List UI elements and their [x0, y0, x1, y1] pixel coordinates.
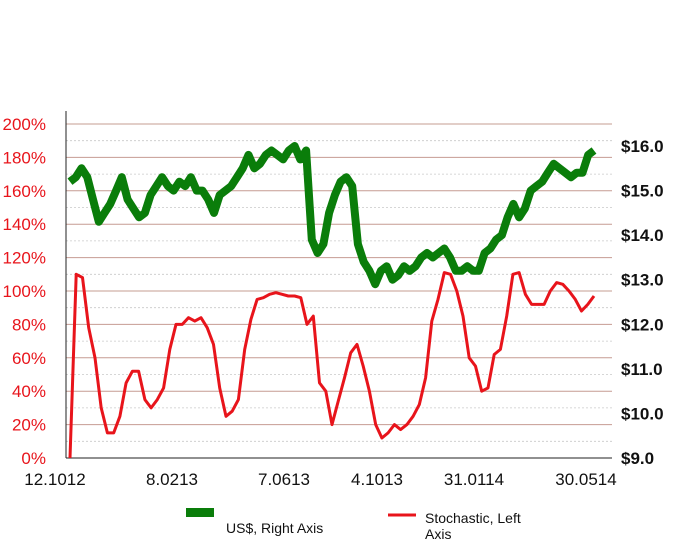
left-axis-tick-label: 0% [21, 449, 46, 468]
legend-label-usd: US$, Right Axis [226, 520, 323, 536]
legend-swatch-usd [186, 508, 214, 517]
left-axis-ticks: 0% 20% 40% 60% 80% 100% 120% 140% 160% 180% 200% [3, 115, 46, 468]
legend: US$, Right Axis Stochastic, Left Axis [186, 508, 525, 542]
series-layer [67, 142, 597, 459]
left-axis-tick-label: 80% [12, 315, 46, 334]
left-axis-tick-label: 100% [3, 282, 46, 301]
left-axis-tick-label: 180% [3, 148, 46, 167]
left-axis-tick-label: 200% [3, 115, 46, 134]
right-axis-tick-label: $11.0 [621, 360, 663, 379]
right-axis-tick-label: $12.0 [621, 315, 664, 334]
legend-label-stochastic-line1: Stochastic, Left [425, 510, 521, 526]
left-axis-tick-label: 140% [3, 215, 46, 234]
legend-label-stochastic: Stochastic, Left Axis [425, 510, 525, 542]
left-axis-tick-label: 40% [12, 382, 46, 401]
series-line-stochastic [68, 271, 596, 459]
x-axis-ticks: 12.1012 8.0213 7.0613 4.1013 31.0114 30.0514 [24, 470, 616, 489]
right-axis-tick-label: $9.0 [621, 449, 654, 468]
x-axis-tick-label: 31.0114 [444, 470, 504, 489]
left-axis-tick-label: 20% [12, 416, 46, 435]
right-axis-tick-label: $16.0 [621, 137, 664, 156]
x-axis-tick-label: 4.1013 [351, 470, 403, 489]
x-axis-tick-label: 7.0613 [258, 470, 310, 489]
x-axis-tick-label: 30.0514 [555, 470, 616, 489]
left-axis-tick-label: 120% [3, 249, 46, 268]
series-line-usd [67, 142, 597, 289]
right-axis-ticks: $9.0 $10.0 $11.0 $12.0 $13.0 $14.0 $15.0 $16.0 [621, 137, 664, 468]
right-axis-tick-label: $10.0 [621, 404, 664, 423]
grid [66, 123, 612, 459]
x-axis-tick-label: 12.1012 [24, 470, 85, 489]
legend-label-stochastic-line2: Axis [425, 526, 451, 542]
x-axis-tick-label: 8.0213 [146, 470, 198, 489]
right-axis-tick-label: $15.0 [621, 182, 664, 201]
left-axis-tick-label: 60% [12, 349, 46, 368]
right-axis-tick-label: $14.0 [621, 226, 664, 245]
right-axis-tick-label: $13.0 [621, 271, 664, 290]
left-axis-tick-label: 160% [3, 182, 46, 201]
